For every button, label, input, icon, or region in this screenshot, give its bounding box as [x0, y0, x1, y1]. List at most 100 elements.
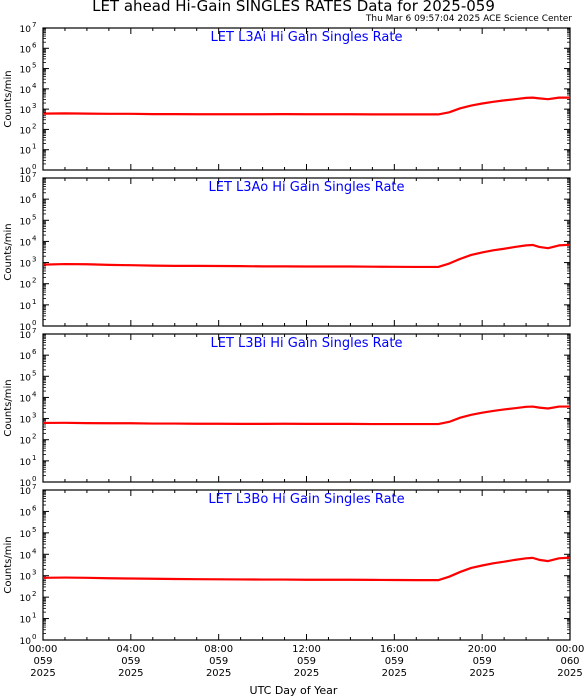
x-tick-year: 2025: [294, 668, 319, 679]
x-tick-day: 059: [121, 656, 140, 667]
y-tick-label: 10: [20, 302, 32, 312]
y-tick-label: 10: [20, 394, 32, 404]
x-tick-time: 20:00: [468, 644, 497, 655]
y-tick-exponent: 7: [32, 171, 36, 179]
y-tick-exponent: 7: [32, 21, 36, 29]
y-tick-exponent: 1: [32, 612, 36, 620]
x-tick-time: 04:00: [116, 644, 145, 655]
y-tick-exponent: 4: [32, 82, 37, 90]
y-tick-label: 10: [20, 437, 32, 447]
y-tick-label: 10: [20, 573, 32, 583]
y-tick-label: 10: [20, 147, 32, 157]
x-tick-time: 00:00: [29, 644, 58, 655]
y-tick-exponent: 3: [32, 102, 36, 110]
y-tick-label: 10: [20, 281, 32, 291]
y-tick-exponent: 0: [32, 475, 36, 483]
y-tick-label: 10: [20, 331, 32, 341]
y-tick-label: 10: [20, 530, 32, 540]
timestamp: Thu Mar 6 09:57:04 2025 ACE Science Cent…: [365, 14, 572, 24]
y-tick-label: 10: [20, 238, 32, 248]
x-tick-day: 059: [473, 656, 492, 667]
y-tick-label: 10: [20, 616, 32, 626]
y-tick-exponent: 1: [32, 454, 36, 462]
x-tick-day: 059: [33, 656, 52, 667]
y-tick-label: 10: [20, 126, 32, 136]
y-tick-label: 10: [20, 217, 32, 227]
y-tick-exponent: 6: [32, 348, 37, 356]
series-line: [42, 96, 570, 116]
panel-frame: [42, 489, 571, 641]
y-tick-exponent: 2: [32, 122, 36, 130]
y-tick-label: 10: [20, 86, 32, 96]
y-tick-label: 10: [20, 508, 32, 518]
x-tick-time: 00:00: [556, 644, 585, 655]
y-tick-exponent: 4: [32, 390, 37, 398]
y-tick-label: 10: [20, 323, 32, 333]
x-tick-year: 2025: [118, 668, 143, 679]
y-tick-exponent: 5: [32, 526, 36, 534]
panel-frame: [42, 177, 571, 327]
x-axis-label: UTC Day of Year: [249, 684, 338, 697]
y-tick-label: 10: [20, 637, 32, 647]
y-tick-label: 10: [20, 479, 32, 489]
y-tick-label: 10: [20, 594, 32, 604]
y-tick-exponent: 2: [32, 433, 36, 441]
panel-title: LET L3Bo Hi Gain Singles Rate: [208, 492, 404, 507]
y-tick-label: 10: [20, 416, 32, 426]
panel-title: LET L3Ai Hi Gain Singles Rate: [211, 30, 403, 45]
x-tick-year: 2025: [382, 668, 407, 679]
y-tick-exponent: 1: [32, 143, 36, 151]
x-tick-time: 16:00: [380, 644, 409, 655]
y-axis-label: Counts/min: [3, 536, 14, 593]
y-tick-exponent: 3: [32, 256, 36, 264]
x-tick-year: 2025: [557, 668, 582, 679]
y-tick-exponent: 1: [32, 298, 36, 306]
y-tick-exponent: 6: [32, 504, 37, 512]
y-tick-exponent: 0: [32, 319, 36, 327]
y-tick-exponent: 0: [32, 633, 36, 641]
y-axis-label: Counts/min: [3, 223, 14, 280]
y-tick-label: 10: [20, 260, 32, 270]
y-axis-label: Counts/min: [3, 70, 14, 127]
y-tick-exponent: 4: [32, 547, 37, 555]
y-tick-label: 10: [20, 352, 32, 362]
x-tick-day: 060: [560, 656, 579, 667]
page-title: LET ahead Hi-Gain SINGLES RATES Data for…: [92, 0, 495, 15]
y-tick-exponent: 2: [32, 277, 36, 285]
x-tick-year: 2025: [469, 668, 494, 679]
y-tick-exponent: 4: [32, 234, 37, 242]
y-tick-label: 10: [20, 106, 32, 116]
panel-title: LET L3Bi Hi Gain Singles Rate: [211, 336, 403, 351]
y-tick-label: 10: [20, 458, 32, 468]
series-line: [42, 243, 571, 269]
panel-frame: [42, 27, 571, 171]
y-tick-label: 10: [20, 25, 32, 35]
series-line: [42, 405, 570, 426]
y-tick-label: 10: [20, 167, 32, 177]
y-tick-exponent: 2: [32, 590, 36, 598]
y-axis-label: Counts/min: [3, 379, 14, 436]
y-tick-label: 10: [20, 45, 32, 55]
y-tick-exponent: 6: [32, 41, 37, 49]
y-tick-exponent: 0: [32, 163, 36, 171]
x-tick-day: 059: [297, 656, 316, 667]
y-tick-label: 10: [20, 373, 32, 383]
y-tick-exponent: 5: [32, 213, 36, 221]
y-tick-label: 10: [20, 66, 32, 76]
series-line: [42, 556, 571, 582]
y-tick-label: 10: [20, 487, 32, 497]
y-tick-label: 10: [20, 196, 32, 206]
x-tick-time: 08:00: [204, 644, 233, 655]
x-tick-year: 2025: [30, 668, 55, 679]
x-tick-day: 059: [209, 656, 228, 667]
y-tick-label: 10: [20, 551, 32, 561]
y-tick-label: 10: [20, 175, 32, 185]
y-tick-exponent: 7: [32, 327, 36, 335]
y-tick-exponent: 7: [32, 483, 36, 491]
y-tick-exponent: 5: [32, 369, 36, 377]
panel-title: LET L3Ao Hi Gain Singles Rate: [208, 180, 404, 195]
panel-frame: [42, 333, 571, 483]
y-tick-exponent: 3: [32, 412, 36, 420]
y-tick-exponent: 5: [32, 62, 36, 70]
